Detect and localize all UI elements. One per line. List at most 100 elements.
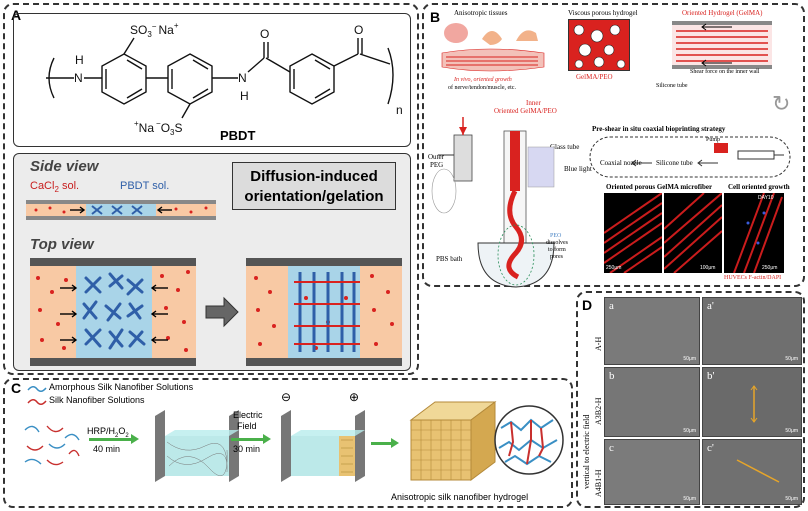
sem-letter-b-prime: b' [707,370,715,382]
sem-letter-a: a [609,300,614,312]
sem-image-c-prime: c' 50μm [702,439,802,505]
sem-image-a-prime: a' 50μm [702,297,802,365]
ef-label-1: Electric [233,410,263,420]
hydrogel-title: Viscous porous hydrogel [568,9,638,17]
panel-d-label: D [582,297,593,313]
so3-top: SO3− Na+ [130,21,179,39]
pump-label: Pump [706,137,721,143]
cacl2-label: CaCl2 sol. [30,180,79,194]
micrograph-3 [724,193,784,273]
sem-letter-c: c [609,442,614,454]
n-right-atom: N [238,71,247,85]
legend-silk-icon [27,399,47,405]
invivo-line-2: of nerve/tendon/muscle, etc. [448,85,516,91]
sem-image-b-prime: b' 50μm [702,367,802,437]
panel-c: C Amorphous Silk Nanofiber Solutions Sil… [3,378,573,508]
arrow-3-icon [371,442,393,445]
pbdt-name: PBDT [220,128,255,143]
silicone-tube-label: Silicone tube [656,83,688,89]
sem-letter-b: b [609,370,615,382]
orientation-arrow-c-icon [736,459,780,483]
row-label-2: A3B2-H [594,397,603,425]
hrp-label: HRP/H2O2 [87,426,129,439]
inner-label-1: Inner [526,99,541,107]
time-1-label: 40 min [93,444,121,454]
legend-amorphous-icon [27,386,47,392]
peg-label: PEG [430,161,444,169]
h-right-atom: H [240,89,249,103]
legend-silk: Silk Nanofiber Solutions [49,395,145,405]
top-view-diagram [30,258,402,366]
shear-label: Shear force on the inner wall [690,69,760,75]
hydrogel-cube [409,401,497,481]
micrograph-2 [664,193,722,273]
sem-scale-c-prime: 50μm [785,496,798,502]
micrograph-1 [604,193,662,273]
time-2-label: 30 min [233,444,261,454]
diffusion-line-2: orientation/gelation [244,188,384,205]
panel-b: B Anisotropic tissues Viscous porous hyd… [422,3,805,288]
peo-label-1: PEO [550,233,562,239]
porous-hydrogel-image [568,19,630,71]
h-left-atom: H [75,53,84,67]
inner-label-2: Oriented GelMA/PEO [494,107,557,115]
cell-before-field [155,410,239,482]
tissue-title: Anisotropic tissues [454,9,508,17]
arrow-1-icon [89,438,133,441]
pbdt-sol-label: PBDT sol. [120,180,170,192]
strategy-title: Pre-shear in situ coaxial bioprinting st… [592,125,726,133]
oriented-title: Oriented Hydrogel (GelMA) [682,9,763,17]
hrp-o: O [118,426,126,436]
cell-after-field [281,410,365,482]
tissue-illustration [441,23,545,72]
panel-d: D vertical to electric field A-H A3B2-H … [576,291,805,508]
side-view-diagram [26,200,216,220]
arrow-1-head-icon [131,434,139,444]
strategy-diagram [589,136,791,178]
views-box: Side view Diffusion-induced orientation/… [13,153,411,371]
row-label-1: A-H [594,336,603,351]
peo-label-2: dissolves [546,240,569,246]
blue-light-label: Blue light [564,165,592,173]
outer-label: Outer [428,153,444,161]
hrp-text: HRP/H [87,426,116,436]
n-left-atom: N [74,71,83,85]
sem-scale-a-prime: 50μm [785,356,798,362]
coaxial-printer [431,117,555,288]
sem-image-b: b 50μm [604,367,700,437]
fiber-mix-illustration [24,425,80,466]
coaxial-nozzle-label: Coaxial nozzle [600,159,642,167]
cacl2-sub: 2 [54,185,59,195]
huvec-label: HUVECs F-actin/DAPI [724,275,782,281]
pbdt-structure: N H SO3− Na+ N H O O n +Na −O3S PBDT [46,21,403,143]
gelma-peo-label: GelMA/PEO [576,73,613,81]
sem-scale-b: 50μm [683,428,696,434]
minus-electrode-icon: ⊖ [281,390,292,404]
sem-image-c: c 50μm [604,439,700,505]
panel-b-label: B [430,9,441,25]
hrp-sub: 2 [115,432,119,439]
o-atom-2: O [354,23,363,37]
product-label: Anisotropic silk nanofiber hydrogel [391,492,529,502]
side-label: vertical to electric field [582,414,591,489]
cacl2-text: CaCl [30,180,55,192]
o-atom-1: O [260,27,269,41]
sem-scale-b-prime: 50μm [785,428,798,434]
hrp-sub2: 2 [125,432,129,439]
scale-bar-2: 100μm [700,265,716,271]
peo-label-3: to form [548,247,566,253]
cell-growth-title: Cell oriented growth [728,183,790,191]
legend-amorphous: Amorphous Silk Nanofiber Solutions [49,382,194,392]
scale-bar-1: 250μm [606,265,622,271]
n-subscript: n [396,103,403,117]
day-label: DAY10 [758,195,774,201]
sem-scale-a: 50μm [683,356,696,362]
so3-bottom: +Na −O3S [134,119,183,137]
invivo-line-1: In vivo, oriented growth [454,77,512,83]
silicone-tube-label-2: Silicone tube [656,159,693,167]
top-view-title: Top view [30,236,94,253]
diffusion-box: Diffusion-induced orientation/gelation [232,162,396,210]
curved-arrow-icon: ↻ [772,91,791,116]
arrow-2-icon [231,438,265,441]
peo-label-4: pores [550,254,563,260]
